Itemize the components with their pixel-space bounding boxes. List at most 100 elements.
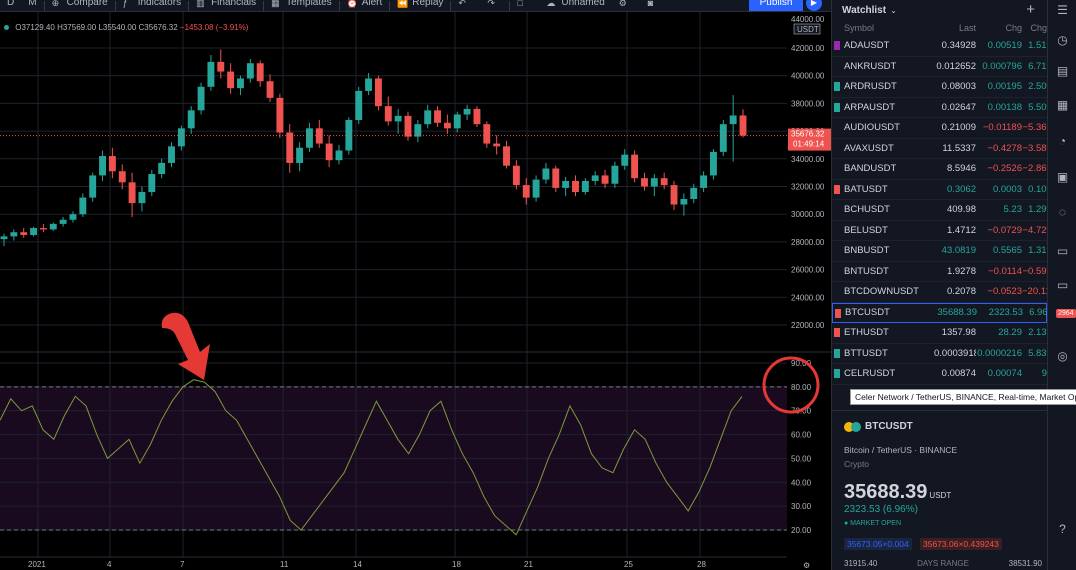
candle-body	[138, 192, 146, 204]
toolbar-divider	[263, 0, 265, 11]
watchlist-title[interactable]: Watchlist	[842, 4, 887, 16]
watchlist-row[interactable]: BATUSDT 0.3062 0.0003 0.10%	[832, 180, 1047, 200]
snapshot-button[interactable]: ◙	[641, 0, 670, 9]
flag-icon[interactable]	[834, 184, 840, 194]
flag-icon[interactable]	[834, 82, 840, 91]
redo-button[interactable]: ↷	[480, 0, 509, 9]
chats-icon[interactable]: ▭	[1056, 278, 1069, 292]
watchlist-row[interactable]: BCHUSDT 409.98 5.23 1.29%	[832, 200, 1047, 221]
watchlist-row[interactable]: BTCDOWNUSDT 0.2078 −0.0523−20.11%	[832, 282, 1047, 303]
rsi-axis-tick: 80.00	[791, 383, 812, 392]
flag-icon[interactable]	[834, 102, 840, 112]
chart-canvas[interactable]: 44000.00USDT42000.0040000.0038000.003600…	[0, 12, 831, 570]
column-symbol[interactable]: Symbol	[844, 23, 875, 33]
row-change-pct: −2.86%	[1022, 163, 1048, 175]
watchlist-row[interactable]: ARDRUSDT 0.08003 0.00195 2.50%	[832, 77, 1047, 98]
candle-body	[424, 110, 432, 125]
row-last: 8.5946	[946, 163, 976, 175]
candle-body	[158, 162, 166, 175]
row-last: 0.2078	[946, 286, 976, 298]
flag-icon[interactable]	[834, 369, 840, 378]
fullscreen-button[interactable]: □	[510, 0, 539, 9]
compare-button[interactable]: ⊕ Compare	[45, 0, 115, 9]
financials-button[interactable]: ▥ Financials	[189, 0, 263, 9]
column-chg[interactable]: Chg	[1005, 23, 1022, 33]
watchlist-row[interactable]: ANKRUSDT 0.012652 0.000796 6.71%	[832, 57, 1047, 77]
chevron-down-icon[interactable]: ⌄	[890, 5, 897, 15]
play-icon[interactable]: ▶	[806, 0, 822, 11]
watchlist-row[interactable]: ETHUSDT 1357.98 28.29 2.13%	[832, 323, 1047, 344]
indicators-button[interactable]: ƒ Indicators	[116, 0, 188, 9]
help-icon[interactable]: ?	[1059, 522, 1066, 536]
watchlist-row[interactable]: BANDUSDT 8.5946 −0.2526−2.86%	[832, 159, 1047, 180]
publish-button[interactable]: Publish	[749, 0, 803, 11]
broadcast-icon[interactable]: ◎	[1057, 349, 1068, 363]
calendar-events-icon[interactable]: ▣	[1056, 170, 1069, 184]
row-change-pct: −5.36%	[1022, 122, 1048, 134]
undo-icon: ↶	[458, 0, 466, 8]
flag-icon[interactable]	[835, 308, 841, 318]
candle-body	[739, 115, 747, 136]
ideas-lightbulb-icon[interactable]: ◌	[1058, 205, 1067, 219]
row-symbol: AVAXUSDT	[844, 142, 894, 154]
watchlist-header[interactable]: Watchlist ⌄	[832, 0, 1047, 20]
hotlist-icon[interactable]: ◔	[1058, 134, 1067, 148]
watchlist-row[interactable]: ADAUSDT 0.34928 0.00519 1.51%	[832, 36, 1047, 57]
candle-body	[601, 175, 609, 184]
row-last: 0.3062	[946, 183, 976, 195]
current-price-tag	[788, 128, 831, 151]
templates-button[interactable]: ▦ Templates	[264, 0, 339, 9]
replay-button[interactable]: ⏪ Replay	[390, 0, 450, 9]
watchlist-row[interactable]: CELRUSDT 0.00874 0.00074 9.1	[832, 364, 1047, 385]
price-chart[interactable]: 44000.00USDT42000.0040000.0038000.003600…	[0, 12, 831, 570]
watchlist-row[interactable]: BNBUSDT 43.0819 0.5565 1.31%	[832, 241, 1047, 262]
row-change-pct: 6.96%	[1029, 307, 1047, 319]
watchlist-row[interactable]: BTCUSDT 35688.39 2323.53 6.96%	[832, 302, 1047, 323]
interval-d-button[interactable]: D	[7, 0, 15, 8]
row-symbol: BANDUSDT	[844, 163, 897, 175]
flag-icon[interactable]	[834, 41, 840, 50]
watchlist-row[interactable]: BNTUSDT 1.9278 −0.0114−0.59%	[832, 262, 1047, 282]
calendar-icon[interactable]: ▦	[1056, 98, 1069, 112]
chat-icon[interactable]: ▭	[1056, 244, 1069, 258]
row-change: −0.0523	[987, 286, 1022, 298]
details-symbol[interactable]: BTCUSDT	[844, 421, 913, 432]
watchlist-icon[interactable]: ☰	[1057, 3, 1068, 17]
add-symbol-icon[interactable]: +	[1026, 1, 1035, 18]
toolbar-divider	[389, 0, 391, 11]
flag-icon[interactable]	[834, 328, 840, 337]
price-axis-tick: 38000.00	[791, 99, 825, 108]
templates-label: Templates	[286, 0, 332, 8]
row-last: 0.012652	[936, 60, 976, 72]
candle-body	[542, 168, 550, 180]
watchlist-row[interactable]: AUDIOUSDT 0.21009 −0.01189−5.36%	[832, 118, 1047, 139]
undo-button[interactable]: ↶	[451, 0, 480, 9]
gear-icon: ⚙	[618, 0, 627, 8]
flag-icon[interactable]	[834, 348, 840, 358]
candle-body	[217, 61, 225, 72]
watchlist-row[interactable]: BELUSDT 1.4712 −0.0729−4.72%	[832, 221, 1047, 241]
candle-body	[39, 228, 47, 230]
watchlist-row[interactable]: AVAXUSDT 11.5337 −0.4278−3.58%	[832, 139, 1047, 159]
settings-button[interactable]: ⚙	[612, 0, 641, 9]
alarm-clock-icon[interactable]: ◷	[1057, 33, 1068, 47]
interval-m-button[interactable]: M	[28, 0, 37, 8]
watchlist-row[interactable]: ARPAUSDT 0.02647 0.00138 5.50%	[832, 98, 1047, 118]
redo-icon: ↷	[487, 0, 495, 8]
data-window-icon[interactable]: ▤	[1056, 64, 1069, 78]
candle-body	[532, 179, 540, 198]
layout-name-button[interactable]: ☁ Unnamed	[539, 0, 611, 9]
alert-button[interactable]: ⏰ Alert	[340, 0, 390, 9]
candle-body	[522, 185, 530, 198]
candle-body	[0, 236, 8, 240]
candle-body	[365, 78, 373, 91]
notification-badge[interactable]: 2964	[1056, 309, 1076, 318]
column-last[interactable]: Last	[958, 23, 976, 33]
column-chg-pct[interactable]: Chg%	[1030, 23, 1047, 33]
candle-body	[227, 71, 235, 89]
grid-icon: ▦	[271, 0, 280, 8]
bar-chart-icon: ▥	[196, 0, 205, 8]
candle-body	[384, 106, 392, 122]
candle-body	[719, 124, 727, 152]
